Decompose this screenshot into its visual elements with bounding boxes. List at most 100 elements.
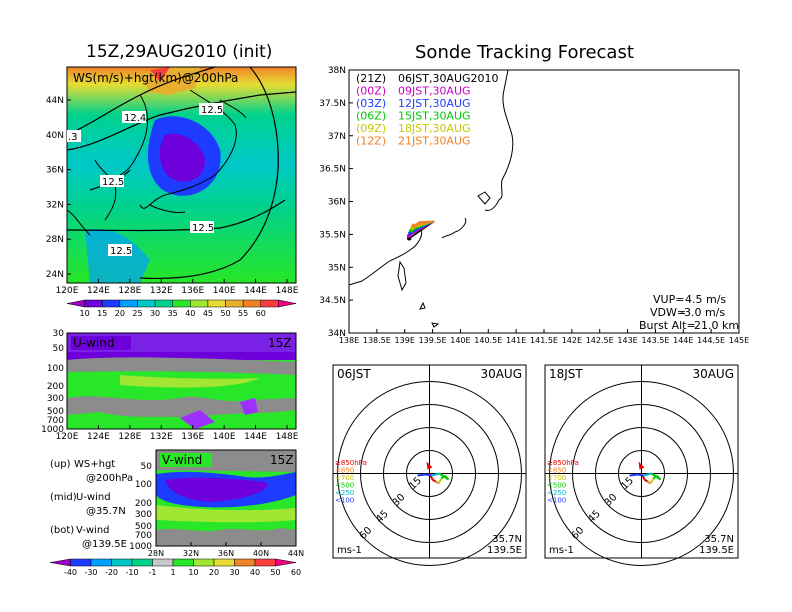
x-tick-label: 138.5E — [363, 336, 391, 345]
x-tick-label: 140E — [213, 432, 236, 442]
colorbar-swatch — [111, 558, 133, 567]
panel-notes: (up) WS+hgt @200hPa (mid) U-wind @35.7N … — [50, 459, 133, 550]
y-tick-label: 34N — [328, 329, 346, 339]
v-lat-ticks: 28N 32N 36N 40N 44N — [148, 542, 304, 558]
hodo-lon: 139.5E — [487, 545, 522, 556]
hodo-time: 06JST — [337, 367, 371, 381]
colorbar-tick-label: 35 — [168, 309, 178, 318]
flight-params: VUP= 4.5 m/s VDW= -3.0 m/s Burst Alt= 21… — [639, 293, 739, 332]
x-tick-label: 36N — [218, 549, 234, 558]
y-tick-label: 38N — [328, 66, 346, 76]
hodo-time: 18JST — [549, 367, 583, 381]
colorbar-swatch — [154, 299, 173, 308]
colorbar-tick-label: 40 — [185, 309, 195, 318]
legend-jst: 06JST,30AUG2010 — [398, 72, 499, 85]
y-tick-label: 36.5N — [319, 165, 346, 175]
left-title: 15Z,29AUG2010 (init) — [86, 42, 273, 62]
x-tick-label: 136E — [181, 432, 204, 442]
x-tick-label: 141.5E — [530, 336, 558, 345]
right-title: Sonde Tracking Forecast — [415, 42, 634, 63]
colorbar-tick-label: -40 — [64, 568, 77, 577]
legend-utc: (06Z) — [356, 110, 386, 123]
x-tick-label: 28N — [148, 549, 164, 558]
x-tick-label: 144E — [244, 432, 267, 442]
legend-utc: (21Z) — [356, 72, 386, 85]
legend-utc: (03Z) — [356, 97, 386, 110]
colorbar-tick-label: 55 — [238, 309, 248, 318]
x-tick-label: 44N — [288, 549, 304, 558]
v-level-label: 700 — [135, 531, 152, 541]
x-tick-label: 143.5E — [641, 336, 669, 345]
colorbar-tick-label: 60 — [291, 568, 301, 577]
colorbar-tick-label: 30 — [229, 568, 239, 577]
vup-value: 4.5 m/s — [685, 293, 726, 306]
hodo-unit: ms-1 — [337, 545, 362, 556]
x-tick-label: 136E — [181, 286, 204, 296]
track-coastline — [348, 69, 514, 328]
colorbar-tick-label: 20 — [115, 309, 125, 318]
hodo-trace-segment — [438, 472, 450, 481]
x-tick-label: 144E — [673, 336, 693, 345]
hodo-trace-segment — [649, 477, 655, 485]
hodo-trace-segment — [629, 473, 638, 477]
legend-utc: (09Z) — [356, 122, 386, 135]
colorbar-swatch — [84, 299, 103, 308]
y-tick-label: 36N — [46, 166, 64, 176]
hodo-surface-marker — [638, 461, 645, 470]
landing-point — [411, 223, 416, 229]
colorbar-swatch — [260, 299, 279, 308]
colorbar-tick-label: 50 — [270, 568, 280, 577]
colorbar-swatch — [207, 299, 226, 308]
ws-min-region — [159, 133, 205, 182]
x-tick-label: 124E — [87, 286, 110, 296]
hodo-trace-segment — [425, 473, 432, 477]
ws-map-frame — [66, 66, 297, 284]
x-tick-label: 132E — [150, 432, 173, 442]
hodo-trace-segment — [431, 472, 440, 477]
v-time: 15Z — [270, 453, 294, 467]
track-lat-ticks: 38N 37.5N 37N 36.5N 36N 35.5N 35N 34.5N 34N — [319, 66, 353, 339]
x-tick-label: 143E — [617, 336, 637, 345]
hodo-trace-segment — [643, 478, 649, 483]
x-tick-label: 132E — [150, 286, 173, 296]
colorbar-swatch — [254, 558, 276, 567]
colorbar-swatch — [119, 299, 138, 308]
track-lines — [406, 220, 435, 241]
x-tick-label: 128E — [118, 432, 141, 442]
x-tick-label: 148E — [276, 432, 299, 442]
colorbar-tick-label: 10 — [188, 568, 198, 577]
burst-value: 21.0 km — [694, 319, 739, 332]
hodo-legend-item: <700 — [335, 474, 354, 482]
colorbar-swatch — [49, 558, 71, 567]
v-label: V-wind — [162, 453, 202, 467]
x-tick-label: 144E — [244, 286, 267, 296]
note-up-c: @200hPa — [86, 473, 133, 484]
hodo-date: 30AUG — [480, 367, 522, 381]
y-tick-label: 35N — [328, 263, 346, 273]
contour-label-2: 12.5 — [201, 105, 223, 116]
x-tick-label: 128E — [118, 286, 141, 296]
u-time: 15Z — [268, 336, 292, 350]
legend-jst: 15JST,30AUG — [398, 110, 471, 123]
hodo-trace-segment — [431, 478, 437, 483]
contour-labels: 12.4 12.5 12.5 12.5 12.5 .3 — [67, 103, 223, 257]
y-tick-label: 28N — [46, 235, 64, 245]
ws-lat-ticks: 44N 40N 36N 32N 28N 24N — [46, 96, 71, 280]
v-level-label: 300 — [135, 510, 152, 520]
colorbar-swatch — [131, 558, 153, 567]
y-tick-label: 36N — [328, 198, 346, 208]
colorbar-tick-label: 20 — [209, 568, 219, 577]
track-map-panel: 38N 37.5N 37N 36.5N 36N 35.5N 35N 34.5N 34N 138E… — [319, 66, 749, 345]
y-tick-label: 34.5N — [319, 296, 346, 306]
v-level-label: 200 — [135, 499, 152, 509]
legend-jst: 09JST,30AUG — [398, 85, 471, 98]
note-mid-b: U-wind — [76, 492, 111, 503]
legend-jst: 21JST,30AUG — [398, 135, 471, 148]
x-tick-label: 140E — [450, 336, 470, 345]
x-tick-label: 141E — [506, 336, 526, 345]
contour-label-6: .3 — [68, 132, 78, 143]
